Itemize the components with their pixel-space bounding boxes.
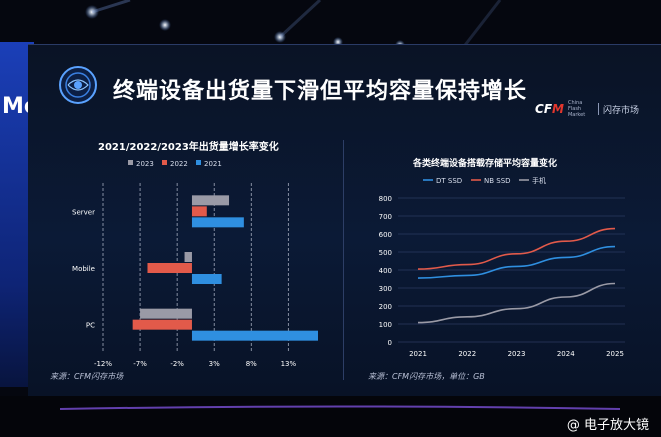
series-line	[417, 245, 616, 279]
slide-title: 终端设备出货量下滑但平均容量保持增长	[113, 79, 528, 104]
legend-swatch	[162, 160, 167, 165]
x-tick-label: 3%	[209, 360, 220, 368]
brand-name: 闪存市场	[602, 105, 639, 116]
watermark: @ 电子放大镜	[566, 418, 649, 433]
legend-swatch	[128, 160, 133, 165]
capacity-line-chart: DT SSD NB SSD 手机 0 100 200 300 400 500 600 700 800 2…	[379, 176, 625, 358]
legend-label: 2021	[204, 160, 222, 168]
stage-floor	[0, 396, 661, 437]
category-label: PC	[86, 322, 95, 330]
category-label: Server	[72, 208, 95, 216]
series-line	[417, 227, 616, 270]
legend-label: 2023	[136, 160, 154, 168]
y-tick-label: 300	[379, 285, 392, 293]
x-tick-label: 8%	[246, 360, 257, 368]
x-tick-label: -7%	[133, 360, 147, 368]
y-tick-label: 700	[379, 213, 392, 221]
x-tick-label: 2022	[458, 350, 476, 358]
y-tick-label: 500	[379, 249, 392, 257]
bar	[191, 206, 207, 217]
y-tick-label: 800	[379, 195, 392, 203]
stage-edge-light	[60, 405, 620, 410]
bar	[132, 319, 192, 330]
legend-label: DT SSD	[436, 177, 462, 185]
bar	[140, 308, 192, 319]
presentation-screen: 终端设备出货量下滑但平均容量保持增长 CFM China Flash Marke…	[28, 44, 661, 397]
right-chart-title: 各类终端设备搭载存储平均容量变化	[413, 159, 558, 169]
bar	[191, 195, 230, 206]
y-tick-label: 400	[379, 267, 392, 275]
x-tick-label: -12%	[94, 360, 112, 368]
brand-logo: CFM China Flash Market 闪存市场	[535, 100, 639, 118]
series-line	[417, 282, 616, 324]
x-tick-label: 2023	[508, 350, 526, 358]
globe-logo-icon	[59, 66, 97, 104]
bar	[184, 252, 192, 262]
cfm-logo-text: CFM	[535, 102, 564, 116]
bar	[147, 263, 192, 273]
category-label: Mobile	[72, 265, 95, 273]
left-chart-title: 2021/2022/2023年出货量增长率变化	[98, 142, 279, 153]
x-tick-label: -2%	[170, 360, 184, 368]
chart-divider	[343, 140, 344, 380]
left-chart-source: 来源：CFM闪存市场	[50, 372, 124, 381]
growth-bar-chart: 2023 2022 2021 -12% -7% -2% 3% 8% 13% Server Mobil…	[72, 160, 318, 368]
y-tick-label: 100	[379, 321, 392, 329]
x-tick-label: 13%	[281, 360, 297, 368]
legend-swatch	[196, 160, 201, 165]
legend-label: 2022	[170, 160, 188, 168]
x-tick-label: 2025	[606, 350, 624, 358]
x-tick-label: 2021	[409, 350, 427, 358]
bar	[191, 217, 244, 228]
bar	[191, 330, 318, 341]
brand-separator	[597, 103, 599, 115]
brand-tagline: China Flash Market	[567, 100, 586, 118]
y-tick-label: 600	[379, 231, 392, 239]
y-tick-label: 200	[379, 303, 392, 311]
x-tick-label: 2024	[557, 350, 575, 358]
legend-label: NB SSD	[484, 177, 511, 185]
bar	[191, 274, 222, 284]
right-chart-source: 来源：CFM闪存市场，单位：GB	[368, 372, 485, 381]
legend-label: 手机	[532, 176, 546, 185]
y-tick-label: 0	[388, 339, 392, 347]
